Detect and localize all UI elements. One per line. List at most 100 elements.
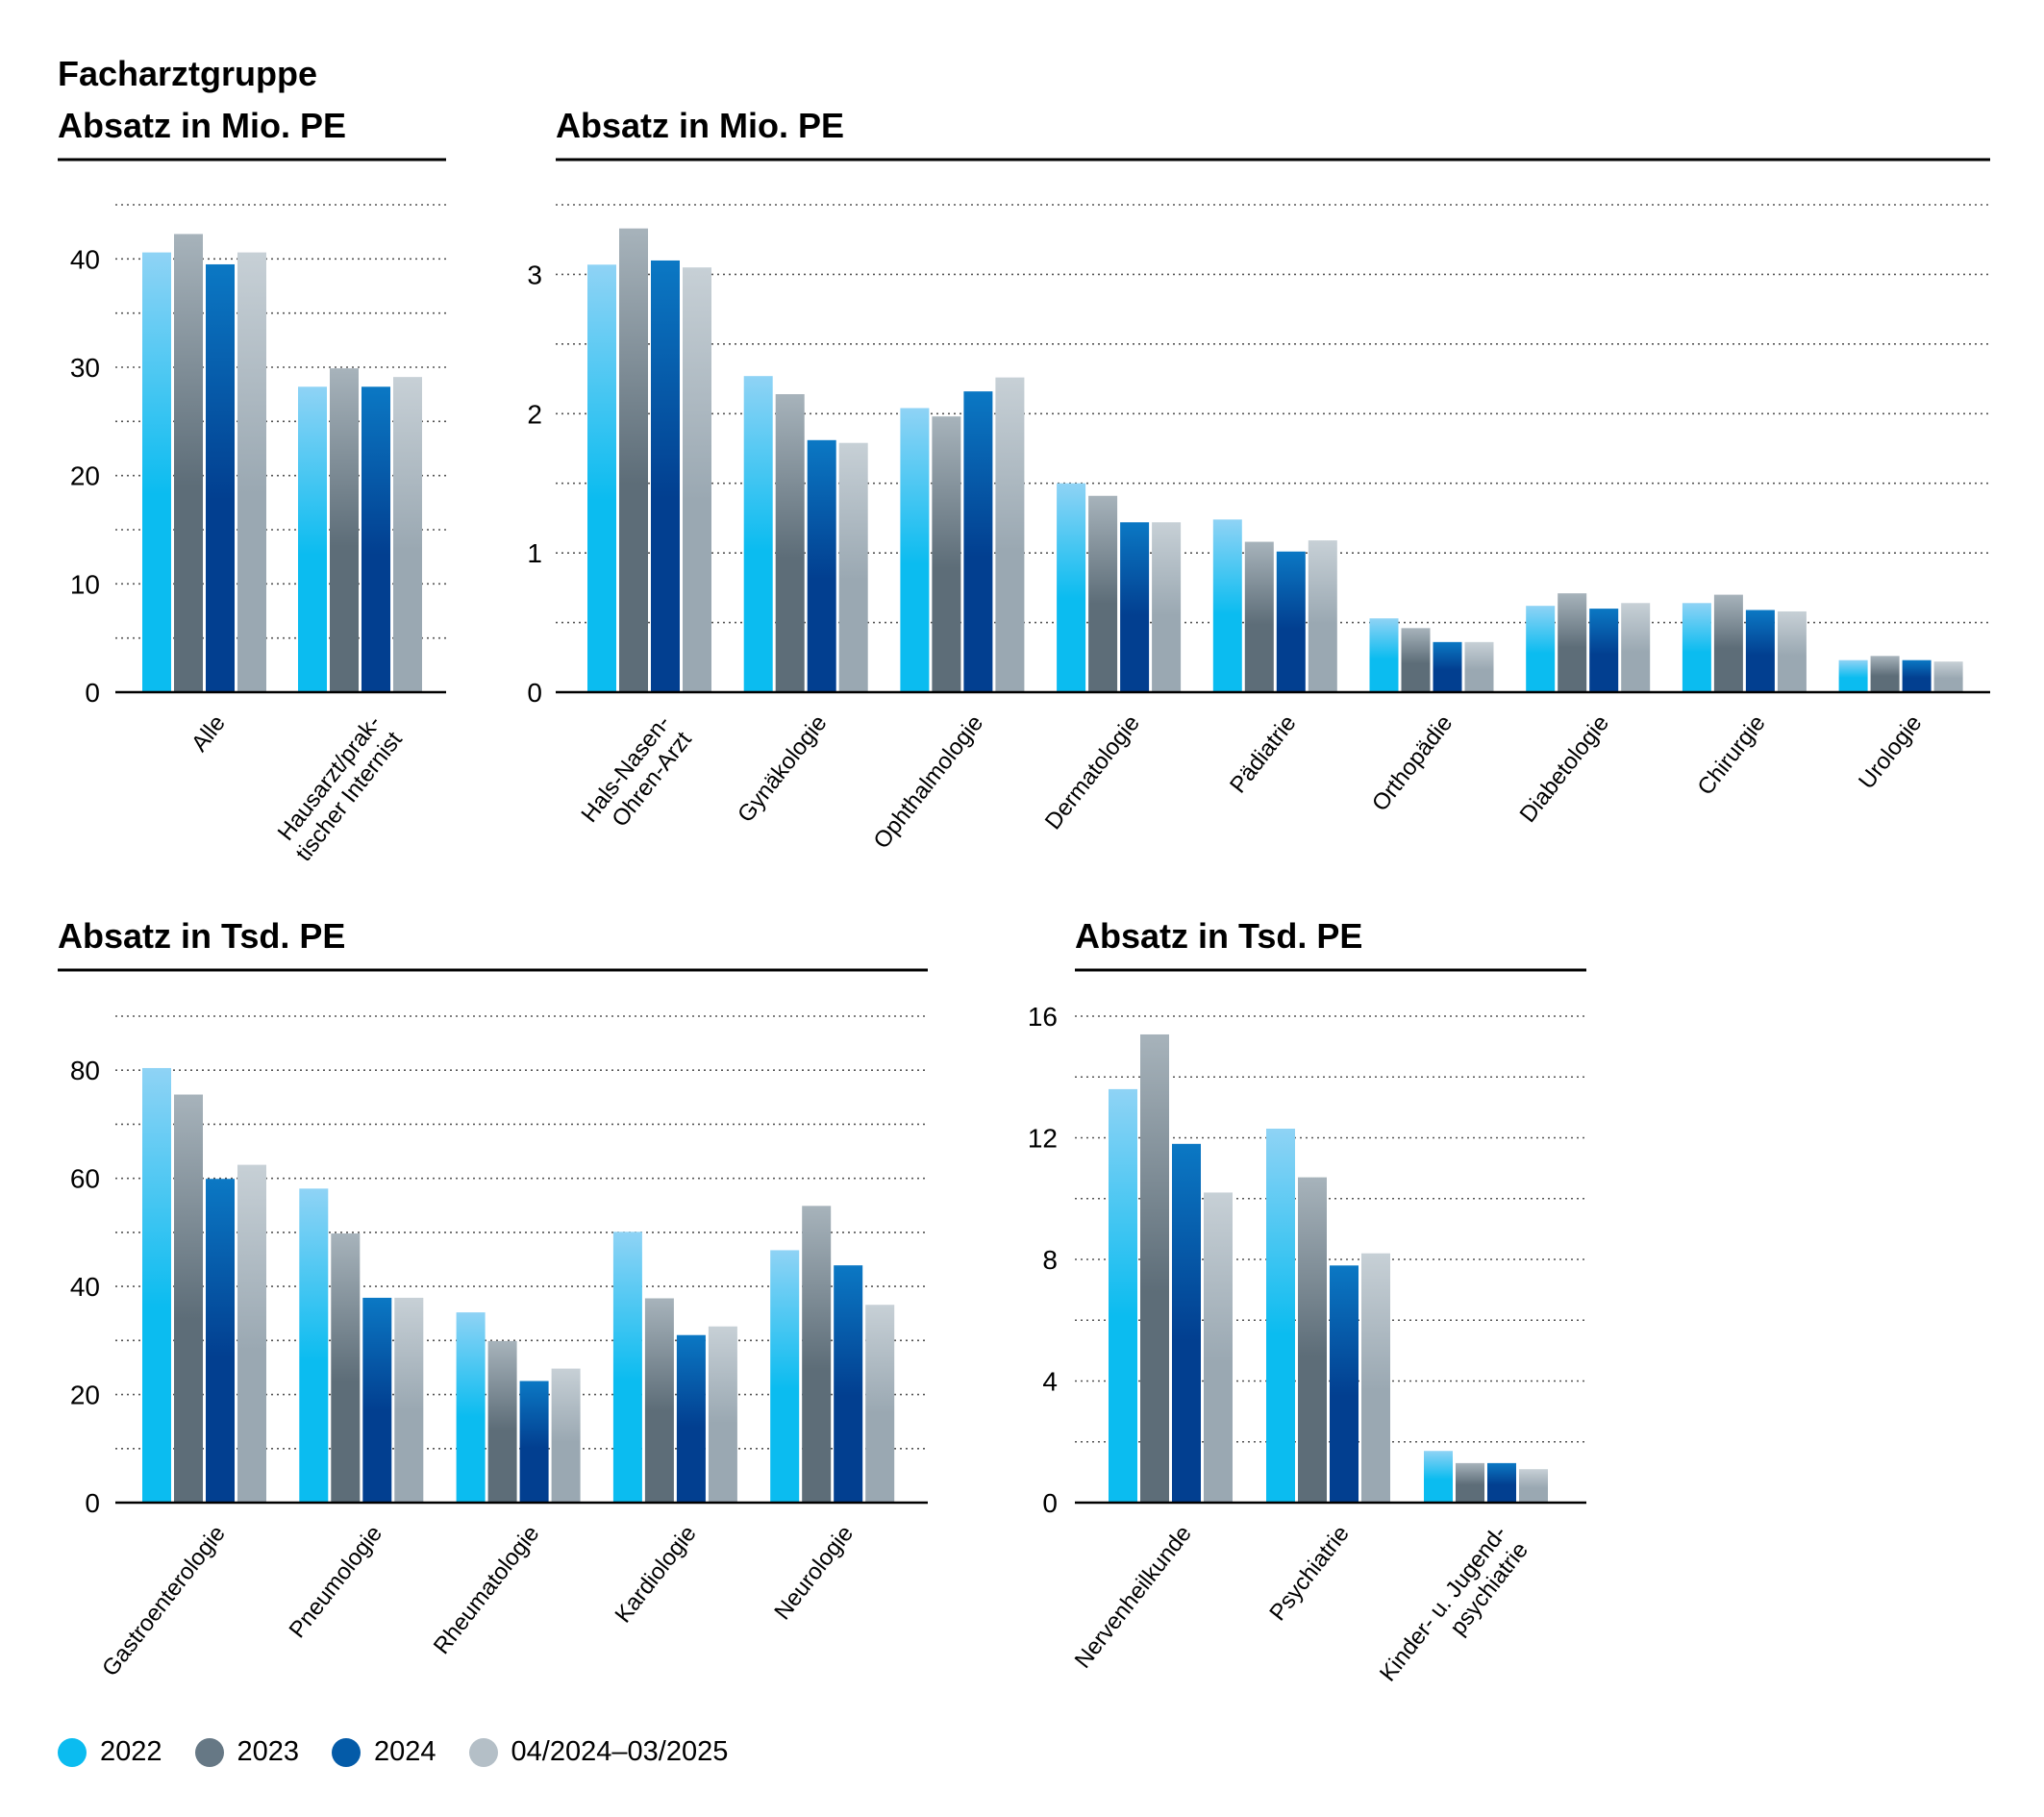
bar <box>1057 483 1086 692</box>
bar <box>1433 641 1462 692</box>
chart-title: Absatz in Mio. PE <box>556 106 844 145</box>
bar <box>361 386 390 692</box>
bar <box>775 394 805 692</box>
bar <box>683 267 711 692</box>
y-tick-label: 8 <box>1042 1245 1058 1275</box>
x-tick-label: Nervenheilkunde <box>1070 1521 1197 1674</box>
bar <box>1456 1462 1484 1503</box>
bar <box>1276 551 1306 692</box>
bar <box>1558 593 1587 692</box>
bar <box>1140 1033 1169 1503</box>
x-tick-label: Rheumatologie <box>429 1521 545 1659</box>
legend-item-2023: 2023 <box>194 1736 300 1768</box>
bar <box>1682 603 1711 692</box>
x-tick-label: Kardiologie <box>611 1521 702 1628</box>
chart-title: Absatz in Mio. PE <box>58 106 346 145</box>
bar <box>142 1067 171 1503</box>
y-tick-label: 30 <box>70 353 100 383</box>
bar <box>644 1298 674 1503</box>
bar <box>174 1094 203 1503</box>
x-tick-label: Gynäkologie <box>733 710 832 828</box>
x-tick-label: Hals-Nasen-Ohren-Arzt <box>576 710 697 844</box>
bar <box>1933 661 1963 692</box>
chart-3: Absatz in Tsd. PE 0 20 40 60 80 Gastroenterolo… <box>58 916 928 1681</box>
y-tick-label: 0 <box>527 678 542 708</box>
y-tick-label: 40 <box>70 244 100 274</box>
chart-2: Absatz in Mio. PE 0 1 2 3 Hals-Nasen-Ohren-Ar… <box>527 106 1990 854</box>
bar <box>708 1326 737 1503</box>
bar <box>1330 1265 1359 1503</box>
bar <box>1424 1451 1453 1503</box>
bar <box>206 263 235 692</box>
chart-1: Absatz in Mio. PE 0 10 20 30 40 Alle Hausarzt/p… <box>58 106 446 866</box>
bar <box>394 1297 424 1503</box>
bar <box>619 228 648 692</box>
x-tick-label: Alle <box>187 710 231 757</box>
bar <box>651 260 680 692</box>
bar <box>743 376 773 692</box>
bar <box>456 1312 486 1503</box>
y-tick-label: 40 <box>70 1272 100 1302</box>
bar <box>362 1297 392 1503</box>
y-tick-label: 16 <box>1028 1002 1058 1032</box>
x-tick-label: Psychiatrie <box>1264 1521 1355 1626</box>
bar <box>963 391 993 692</box>
bar <box>1464 641 1494 692</box>
legend-swatch <box>194 1737 224 1767</box>
y-tick-label: 3 <box>527 260 542 289</box>
legend-label: 04/2024–03/2025 <box>511 1736 729 1767</box>
bar <box>1172 1143 1201 1503</box>
chart-title: Absatz in Tsd. PE <box>58 916 345 956</box>
y-tick-label: 80 <box>70 1056 100 1085</box>
legend-item-period: 04/2024–03/2025 <box>468 1736 729 1768</box>
legend-label: 2022 <box>100 1736 162 1767</box>
bar <box>1401 628 1431 692</box>
x-tick-label: Pneumologie <box>285 1521 388 1643</box>
bar <box>1526 606 1556 692</box>
x-tick-label: Chirurgie <box>1693 710 1771 800</box>
y-tick-label: 20 <box>70 461 100 491</box>
bar <box>519 1381 549 1503</box>
y-tick-label: 0 <box>1042 1488 1058 1518</box>
bar <box>1266 1129 1295 1503</box>
group-heading: Facharztgruppe <box>58 54 317 93</box>
bar <box>834 1265 863 1503</box>
bar <box>900 408 930 692</box>
bar <box>487 1340 517 1503</box>
legend-swatch <box>332 1737 361 1767</box>
y-tick-label: 4 <box>1042 1367 1058 1397</box>
bar <box>1777 610 1807 692</box>
bar <box>298 386 327 692</box>
legend-label: 2024 <box>374 1736 436 1767</box>
bar <box>612 1232 642 1503</box>
y-tick-label: 60 <box>70 1164 100 1194</box>
bar <box>1369 618 1399 692</box>
bar <box>1109 1088 1137 1503</box>
bar <box>331 1233 361 1503</box>
bar <box>838 442 868 692</box>
x-tick-label: Hausarzt/prak-tischer Internist <box>269 710 408 866</box>
y-tick-label: 20 <box>70 1381 100 1410</box>
y-tick-label: 1 <box>527 538 542 568</box>
legend-swatch <box>468 1737 498 1767</box>
bar <box>676 1334 706 1503</box>
bar <box>770 1250 800 1503</box>
bar <box>1519 1469 1548 1503</box>
bar <box>237 1164 266 1503</box>
bar <box>932 416 961 692</box>
legend: 2022 2023 2024 04/2024–03/2025 <box>58 1736 760 1768</box>
legend-label: 2023 <box>237 1736 300 1767</box>
x-tick-label: Kinder- u. Jugend-psychiatrie <box>1375 1521 1533 1703</box>
bar <box>393 377 422 692</box>
bar <box>1487 1462 1516 1503</box>
x-tick-label: Pädiatrie <box>1225 710 1302 798</box>
bar <box>299 1188 329 1503</box>
bar <box>1088 495 1118 692</box>
y-tick-label: 10 <box>70 569 100 599</box>
bar <box>807 439 836 692</box>
x-tick-label: Gastroenterologie <box>97 1521 231 1681</box>
x-tick-label: Orthopädie <box>1367 710 1458 816</box>
bar <box>1244 541 1274 692</box>
y-tick-label: 2 <box>527 399 542 429</box>
bar <box>330 368 359 692</box>
